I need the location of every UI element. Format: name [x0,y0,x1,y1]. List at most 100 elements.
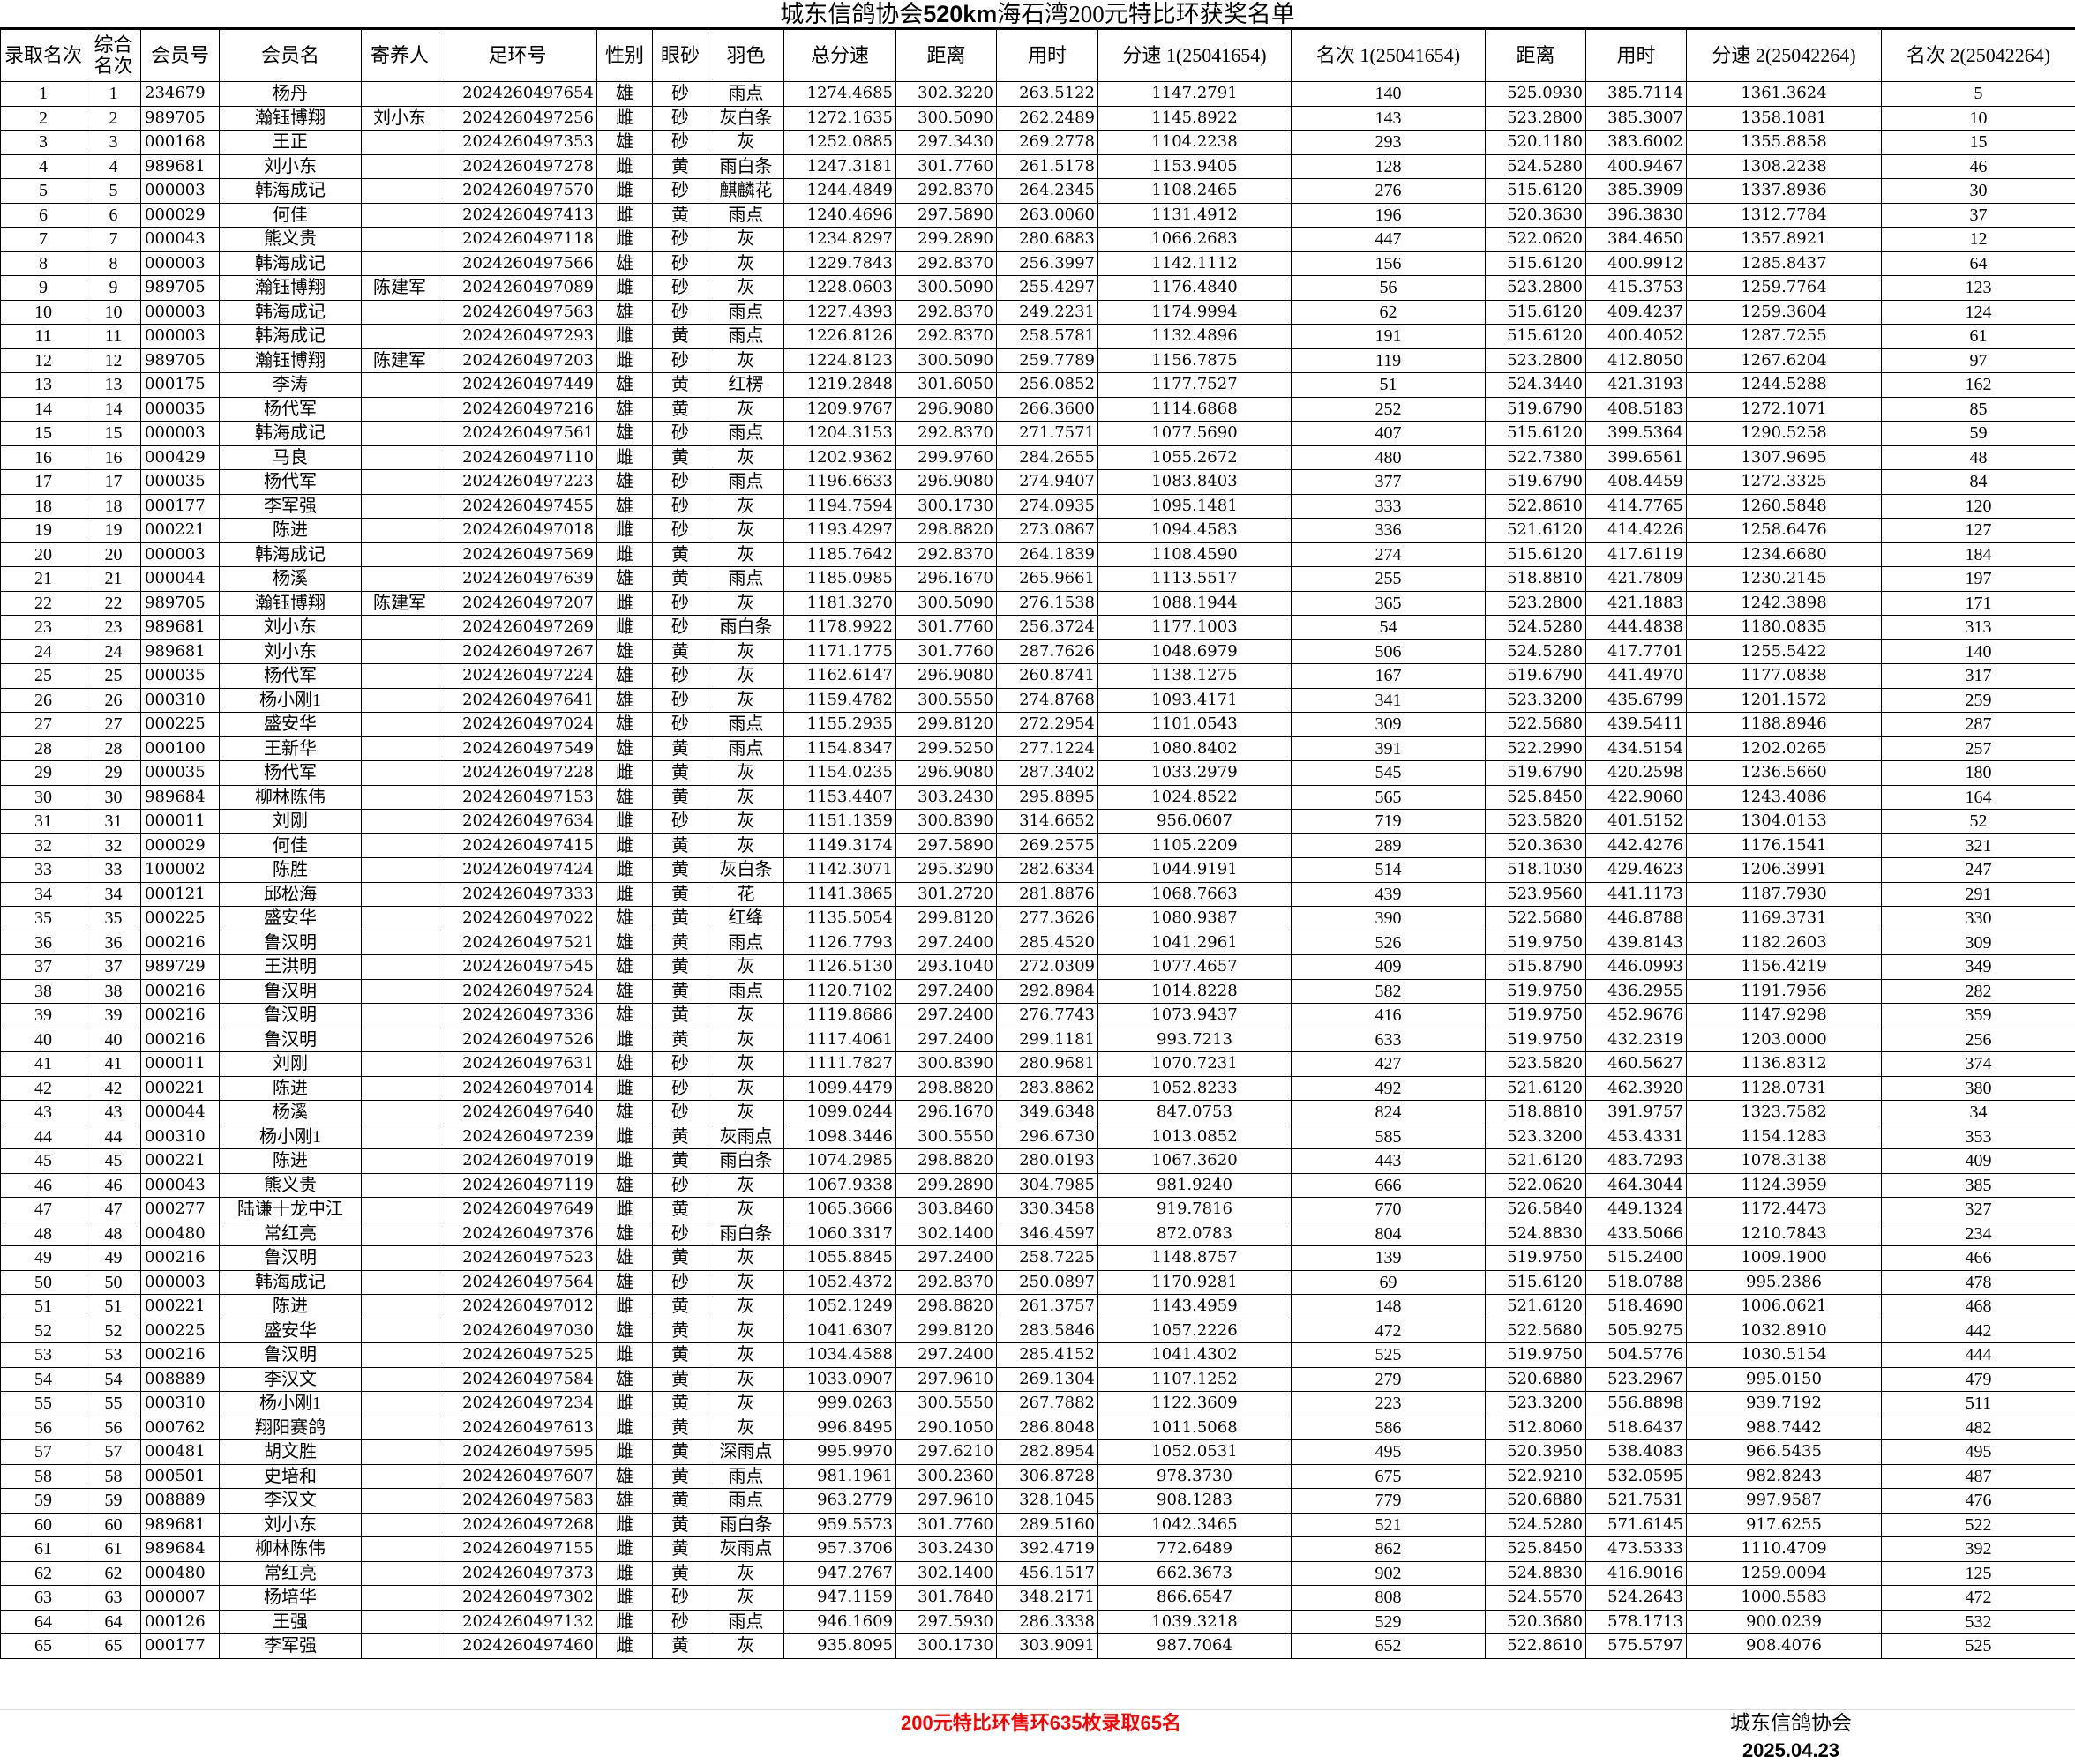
cell-time-2: 400.4052 [1585,324,1687,349]
cell-sex: 雌 [596,348,653,373]
cell-speed-1: 1041.2961 [1097,930,1292,955]
cell-distance-2: 520.3950 [1485,1439,1586,1465]
cell-keeper [361,784,438,810]
cell-speed-1: 1039.3218 [1097,1609,1292,1634]
cell-rank-2: 171 [1881,590,2075,616]
table-row: 20 20 000003 韩海成记 2024260497569 雌黄灰 1185.7642 2… [0,542,2075,567]
cell-time: 280.0193 [996,1148,1098,1174]
cell-keeper [361,1245,438,1271]
cell-time-2: 473.5333 [1585,1536,1687,1562]
cell-time-2: 420.2598 [1585,760,1687,786]
cell-member-name: 鲁汉明 [219,978,362,1004]
cell-ring-number: 2024260497014 [438,1075,597,1101]
cell-distance-2: 523.3200 [1485,687,1586,713]
cell-total-speed: 963.2779 [783,1488,896,1514]
cell-time: 276.1538 [996,590,1098,616]
cell-admit-rank: 31 [0,809,86,834]
cell-speed-2: 1136.8312 [1686,1051,1882,1077]
cell-ring-number: 2024260497019 [438,1148,597,1174]
cell-total-speed: 1055.8845 [783,1245,896,1271]
cell-admit-rank: 35 [0,906,86,931]
table-row: 53 53 000216 鲁汉明 2024260497525 雌黄灰 1034.4588 29… [0,1342,2075,1368]
cell-distance-2: 521.6120 [1485,518,1586,543]
cell-total-speed: 1098.3446 [783,1124,896,1149]
cell-total-speed: 1252.0885 [783,130,896,155]
table-row: 26 26 000310 杨小刚1 2024260497641 雄砂灰 1159.4782 3… [0,687,2075,713]
cell-member-name: 韩海成记 [219,421,362,446]
cell-speed-2: 1236.5660 [1686,760,1882,786]
cell-distance-2: 519.6790 [1485,469,1586,495]
cell-time: 292.8984 [996,978,1098,1004]
cell-overall-rank: 50 [86,1269,141,1295]
cell-rank-1: 196 [1291,202,1486,228]
cell-rank-1: 506 [1291,639,1486,664]
cell-time: 261.3757 [996,1294,1098,1319]
cell-speed-1: 1101.0543 [1097,712,1292,737]
cell-feather-color: 灰 [708,639,784,664]
cell-member-id: 000216 [140,1027,220,1052]
cell-rank-1: 128 [1291,153,1486,179]
cell-distance: 301.2720 [895,881,997,907]
cell-distance-2: 522.5680 [1485,712,1586,737]
cell-member-name: 韩海成记 [219,324,362,349]
cell-admit-rank: 43 [0,1100,86,1125]
cell-speed-1: 1048.6979 [1097,639,1292,664]
cell-member-id: 008889 [140,1488,220,1514]
cell-time: 265.9661 [996,566,1098,592]
cell-member-name: 杨代军 [219,760,362,786]
cell-total-speed: 1120.7102 [783,978,896,1004]
cell-speed-1: 1145.8922 [1097,105,1292,131]
cell-total-speed: 1154.8347 [783,736,896,761]
cell-speed-1: 1073.9437 [1097,1003,1292,1028]
table-row: 18 18 000177 李军强 2024260497455 雄砂灰 1194.7594 30… [0,493,2075,519]
cell-admit-rank: 36 [0,930,86,955]
cell-time: 348.2171 [996,1585,1098,1611]
cell-rank-1: 62 [1291,299,1486,325]
cell-time: 286.8048 [996,1415,1098,1440]
cell-eye: 砂 [652,518,708,543]
cell-total-speed: 1065.3666 [783,1197,896,1222]
cell-speed-2: 1230.2145 [1686,566,1882,592]
column-header-time-2: 用时 [1585,29,1687,82]
cell-time: 392.4719 [996,1536,1098,1562]
cell-admit-rank: 33 [0,857,86,883]
cell-member-id: 000216 [140,1245,220,1271]
cell-rank-1: 472 [1291,1318,1486,1343]
cell-time-2: 556.8898 [1585,1391,1687,1416]
cell-overall-rank: 14 [86,396,141,422]
cell-time-2: 483.7293 [1585,1148,1687,1174]
cell-eye: 砂 [652,663,708,689]
cell-member-name: 盛安华 [219,712,362,737]
cell-member-id: 000762 [140,1415,220,1440]
cell-member-id: 000029 [140,833,220,858]
cell-time: 280.6883 [996,227,1098,252]
cell-ring-number: 2024260497207 [438,590,597,616]
cell-speed-2: 1177.0838 [1686,663,1882,689]
cell-distance-2: 526.5840 [1485,1197,1586,1222]
cell-time-2: 518.6437 [1585,1415,1687,1440]
cell-time: 304.7985 [996,1172,1098,1198]
cell-admit-rank: 24 [0,639,86,664]
cell-sex: 雄 [596,1221,653,1246]
cell-time: 281.8876 [996,881,1098,907]
cell-admit-rank: 56 [0,1415,86,1440]
cell-feather-color: 雨白条 [708,153,784,179]
cell-rank-1: 293 [1291,130,1486,155]
cell-time-2: 460.5627 [1585,1051,1687,1077]
cell-sex: 雌 [596,833,653,858]
cell-keeper [361,227,438,252]
cell-time-2: 434.5154 [1585,736,1687,761]
cell-distance-2: 525.0930 [1485,81,1586,107]
cell-rank-2: 256 [1881,1027,2075,1052]
cell-distance: 297.2400 [895,930,997,955]
table-row: 50 50 000003 韩海成记 2024260497564 雄砂灰 1052.4372 2… [0,1269,2075,1295]
cell-feather-color: 雨白条 [708,1148,784,1174]
cell-time: 250.0897 [996,1269,1098,1295]
cell-speed-2: 1244.5288 [1686,372,1882,398]
cell-rank-1: 336 [1291,518,1486,543]
cell-rank-2: 10 [1881,105,2075,131]
cell-sex: 雌 [596,1391,653,1416]
cell-rank-1: 529 [1291,1609,1486,1634]
cell-overall-rank: 6 [86,202,141,228]
cell-time: 283.5846 [996,1318,1098,1343]
